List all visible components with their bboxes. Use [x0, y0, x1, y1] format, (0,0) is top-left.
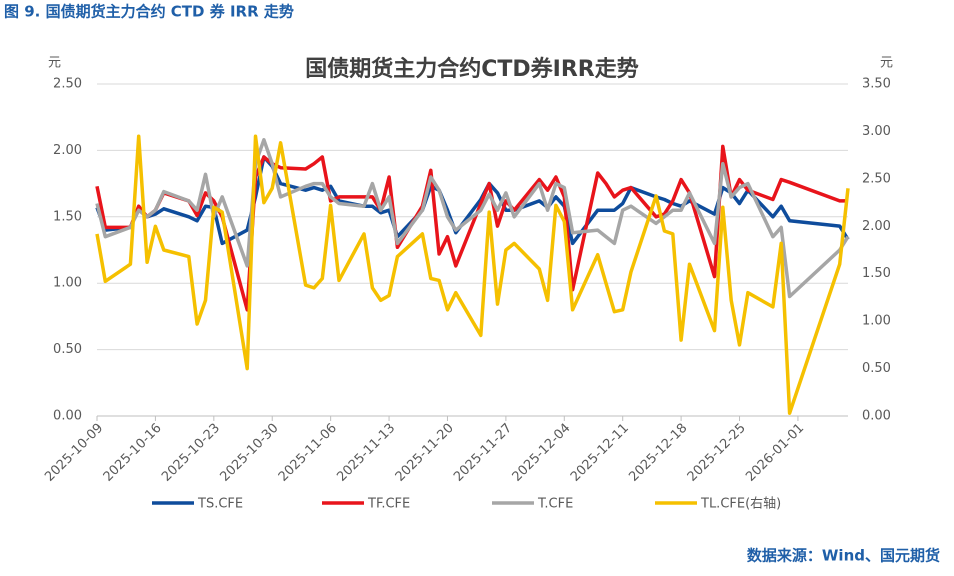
- x-tick-label: 2025-12-25: [685, 421, 749, 485]
- x-tick-label: 2025-11-27: [451, 421, 515, 485]
- series-line: [95, 134, 850, 415]
- legend-label: TS.CFE: [197, 497, 243, 512]
- x-tick-label: 2025-10-16: [101, 421, 165, 485]
- y-tick-label: 0.00: [53, 409, 82, 424]
- x-tick-label: 2025-12-04: [510, 421, 574, 485]
- y2-tick-label: 0.00: [862, 409, 891, 424]
- y2-tick-label: 3.50: [862, 77, 891, 92]
- x-tick-label: 2025-10-23: [159, 421, 223, 485]
- y-tick-label: 2.50: [53, 77, 82, 92]
- chart-title: 国债期货主力合约CTD券IRR走势: [305, 56, 638, 82]
- x-tick-label: 2025-12-11: [568, 421, 632, 485]
- series-line: [95, 144, 848, 312]
- legend-label: TL.CFE(右轴): [700, 497, 781, 512]
- y2-tick-label: 0.50: [862, 361, 891, 376]
- x-tick-label: 2025-11-06: [276, 421, 340, 485]
- y2-tick-label: 1.50: [862, 266, 891, 281]
- y2-unit: 元: [880, 56, 893, 71]
- legend-label: TF.CFE: [367, 497, 410, 512]
- header: 图 9. 国债期货主力合约 CTD 券 IRR 走势: [4, 3, 294, 21]
- x-tick-label: 2025-11-20: [393, 421, 457, 485]
- legend-label: T.CFE: [537, 497, 573, 512]
- y-unit: 元: [48, 56, 61, 71]
- y-tick-label: 1.50: [53, 209, 82, 224]
- source: 数据来源：Wind、国元期货: [747, 547, 940, 565]
- x-tick-label: 2026-01-01: [743, 421, 807, 485]
- y-tick-label: 2.00: [53, 143, 82, 158]
- x-tick-label: 2025-10-30: [217, 421, 281, 485]
- series-line: [95, 138, 850, 299]
- x-tick-label: 2025-11-13: [334, 421, 398, 485]
- y-tick-label: 0.50: [53, 342, 82, 357]
- y2-tick-label: 2.50: [862, 171, 891, 186]
- y2-tick-label: 2.00: [862, 219, 891, 234]
- y2-tick-label: 1.00: [862, 314, 891, 329]
- y2-tick-label: 3.00: [862, 124, 891, 139]
- x-tick-label: 2025-10-09: [42, 421, 106, 485]
- y-tick-label: 1.00: [53, 276, 82, 291]
- x-tick-label: 2025-12-18: [626, 421, 690, 485]
